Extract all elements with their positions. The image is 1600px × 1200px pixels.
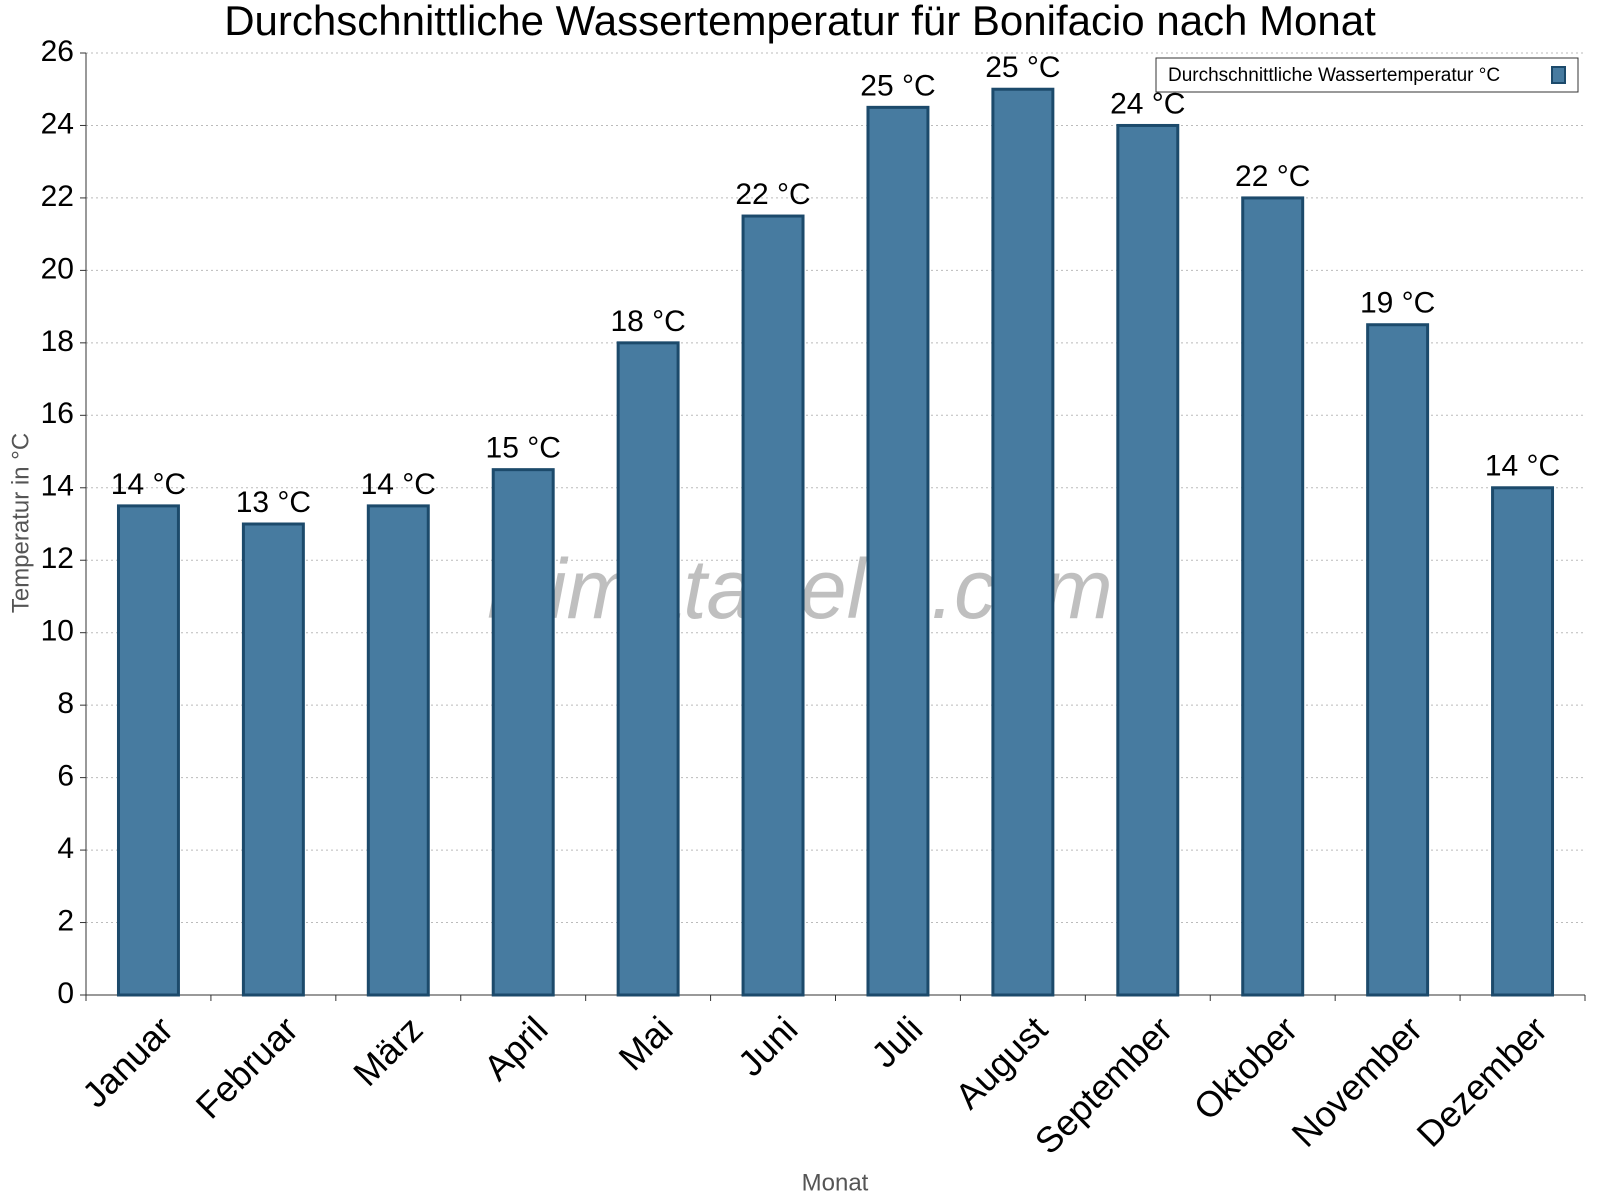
y-tick-label: 22 xyxy=(41,180,74,213)
x-tick-label: Februar xyxy=(188,1008,306,1126)
y-tick-label: 16 xyxy=(41,397,74,430)
x-tick-label: August xyxy=(947,1008,1055,1116)
x-axis-label: Monat xyxy=(802,1169,869,1196)
value-label: 15 °C xyxy=(486,432,561,465)
value-label: 22 °C xyxy=(1235,160,1310,193)
bar xyxy=(1241,196,1305,997)
y-tick-label: 8 xyxy=(57,687,74,720)
value-label: 25 °C xyxy=(860,69,935,102)
bar xyxy=(741,214,805,997)
y-tick-label: 18 xyxy=(41,325,74,358)
bar xyxy=(1116,123,1180,997)
bar xyxy=(116,504,180,997)
value-label: 24 °C xyxy=(1110,87,1185,120)
value-label: 14 °C xyxy=(111,468,186,501)
y-tick-label: 24 xyxy=(41,107,74,140)
bar xyxy=(366,504,430,997)
x-tick-label: April xyxy=(476,1008,556,1088)
bar xyxy=(866,105,930,997)
y-tick-label: 4 xyxy=(57,832,74,865)
x-tick-label: Dezember xyxy=(1409,1008,1555,1154)
y-tick-label: 20 xyxy=(41,252,74,285)
x-tick-label: Oktober xyxy=(1186,1008,1306,1128)
x-tick-label: Juli xyxy=(863,1008,930,1075)
x-tick-label: Mai xyxy=(610,1008,680,1078)
bar xyxy=(991,87,1055,997)
bar xyxy=(491,468,555,997)
value-label: 13 °C xyxy=(236,486,311,519)
y-tick-label: 14 xyxy=(41,470,74,503)
x-tick-label: Januar xyxy=(74,1008,181,1115)
x-tick-label: September xyxy=(1027,1008,1181,1162)
y-tick-label: 10 xyxy=(41,615,74,648)
y-tick-label: 6 xyxy=(57,760,74,793)
value-label: 19 °C xyxy=(1360,287,1435,320)
value-label: 18 °C xyxy=(610,305,685,338)
x-tick-label: November xyxy=(1284,1008,1430,1154)
y-tick-label: 0 xyxy=(57,977,74,1010)
y-tick-label: 12 xyxy=(41,542,74,575)
y-tick-label: 2 xyxy=(57,904,74,937)
chart-title: Durchschnittliche Wassertemperatur für B… xyxy=(224,0,1376,44)
y-tick-label: 26 xyxy=(41,35,74,68)
bar xyxy=(1491,486,1555,997)
value-label: 14 °C xyxy=(361,468,436,501)
legend-box xyxy=(1155,57,1579,93)
bar xyxy=(1366,323,1430,997)
value-label: 14 °C xyxy=(1485,450,1560,483)
value-label: 22 °C xyxy=(735,178,810,211)
x-tick-label: Juni xyxy=(730,1008,806,1084)
legend-swatch xyxy=(1551,66,1566,84)
x-tick-label: März xyxy=(345,1008,431,1094)
legend-label: Durchschnittliche Wassertemperatur °C xyxy=(1168,65,1500,86)
y-axis-label: Temperatur in °C xyxy=(7,433,34,613)
bar xyxy=(616,341,680,997)
value-label: 25 °C xyxy=(985,51,1060,84)
bar xyxy=(241,522,305,997)
legend: Durchschnittliche Wassertemperatur °C xyxy=(1155,57,1579,93)
